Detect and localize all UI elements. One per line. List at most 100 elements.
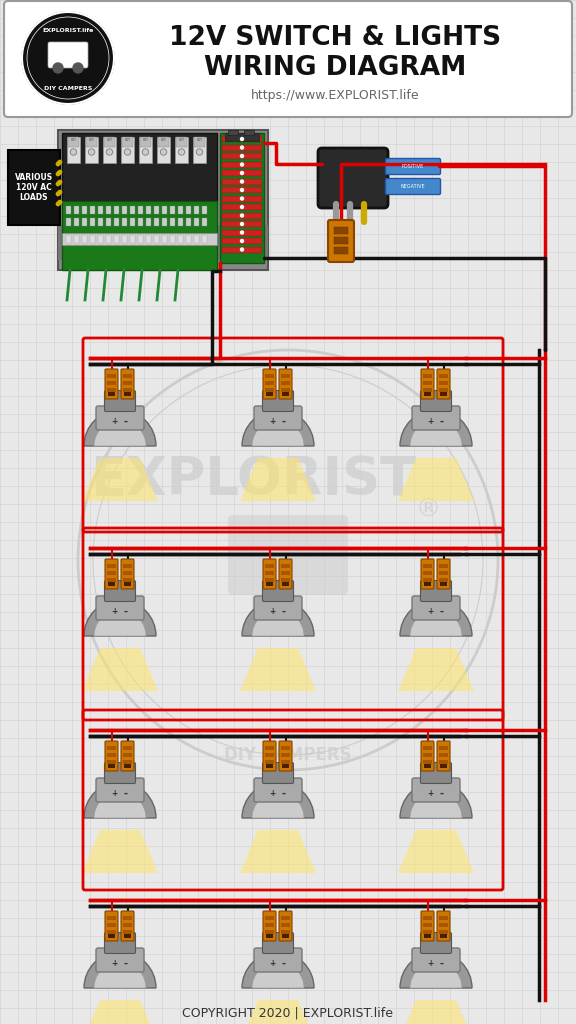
Bar — [175, 137, 188, 163]
Circle shape — [241, 163, 244, 166]
Bar — [228, 130, 238, 135]
Text: ®: ® — [415, 498, 441, 522]
Bar — [266, 392, 273, 396]
Circle shape — [241, 146, 244, 150]
Text: +: + — [269, 607, 275, 616]
Circle shape — [142, 150, 149, 155]
FancyBboxPatch shape — [421, 369, 434, 399]
Bar — [202, 234, 207, 243]
Circle shape — [161, 150, 166, 155]
Bar — [74, 234, 79, 243]
Text: OUT: OUT — [124, 138, 130, 142]
Wedge shape — [242, 782, 314, 818]
Wedge shape — [252, 962, 304, 988]
Text: -: - — [282, 790, 286, 799]
FancyBboxPatch shape — [279, 911, 292, 941]
Bar — [281, 578, 290, 582]
Circle shape — [107, 150, 112, 155]
FancyBboxPatch shape — [385, 178, 441, 195]
Circle shape — [89, 150, 94, 155]
Bar — [265, 564, 274, 568]
Bar — [265, 374, 274, 378]
Bar — [439, 388, 448, 392]
FancyBboxPatch shape — [263, 741, 276, 771]
FancyBboxPatch shape — [121, 369, 134, 399]
Bar — [178, 218, 183, 226]
Bar — [281, 564, 290, 568]
Bar — [423, 381, 432, 385]
Circle shape — [22, 12, 114, 104]
Circle shape — [198, 150, 202, 154]
Polygon shape — [398, 648, 474, 691]
Bar — [146, 206, 151, 214]
Wedge shape — [94, 420, 146, 446]
Bar — [423, 746, 432, 750]
Circle shape — [241, 231, 244, 234]
Bar — [66, 234, 71, 243]
FancyBboxPatch shape — [121, 559, 134, 589]
Bar — [265, 571, 274, 575]
Circle shape — [241, 206, 244, 209]
Bar — [121, 137, 134, 163]
FancyBboxPatch shape — [254, 948, 302, 972]
Circle shape — [241, 188, 244, 191]
Bar — [439, 923, 448, 927]
Bar — [130, 206, 135, 214]
Circle shape — [241, 171, 244, 174]
Text: +: + — [111, 418, 117, 427]
Bar — [124, 764, 131, 768]
Text: +: + — [111, 959, 117, 969]
Bar — [123, 746, 132, 750]
FancyBboxPatch shape — [420, 763, 452, 783]
Text: +: + — [111, 607, 117, 616]
Bar — [154, 234, 159, 243]
Wedge shape — [94, 792, 146, 818]
Bar — [122, 206, 127, 214]
Text: -: - — [124, 959, 128, 969]
FancyBboxPatch shape — [104, 390, 135, 412]
Bar — [265, 381, 274, 385]
FancyBboxPatch shape — [421, 559, 434, 589]
FancyBboxPatch shape — [420, 390, 452, 412]
Bar — [225, 133, 259, 141]
FancyBboxPatch shape — [121, 741, 134, 771]
Wedge shape — [252, 420, 304, 446]
Bar — [98, 206, 103, 214]
Bar — [108, 764, 115, 768]
Bar — [107, 374, 116, 378]
Bar — [202, 206, 207, 214]
FancyBboxPatch shape — [420, 581, 452, 601]
Text: OUT: OUT — [107, 138, 112, 142]
Bar — [222, 238, 262, 244]
Bar — [423, 923, 432, 927]
Circle shape — [196, 150, 203, 155]
FancyBboxPatch shape — [105, 911, 118, 941]
Wedge shape — [400, 410, 472, 446]
Bar — [178, 206, 183, 214]
Bar — [439, 571, 448, 575]
Bar — [265, 760, 274, 764]
Bar — [222, 136, 262, 142]
Wedge shape — [94, 610, 146, 636]
Polygon shape — [82, 648, 158, 691]
Bar — [62, 201, 217, 270]
Bar — [107, 388, 116, 392]
Circle shape — [89, 150, 93, 154]
Bar — [106, 206, 111, 214]
Bar — [138, 234, 143, 243]
Circle shape — [108, 150, 112, 154]
Bar — [265, 923, 274, 927]
Bar — [439, 374, 448, 378]
Polygon shape — [398, 830, 474, 873]
Bar — [107, 753, 116, 757]
Bar — [334, 227, 348, 234]
Bar — [186, 218, 191, 226]
Bar — [123, 916, 132, 920]
Wedge shape — [410, 420, 462, 446]
FancyBboxPatch shape — [420, 933, 452, 953]
Bar — [107, 578, 116, 582]
Circle shape — [143, 150, 147, 154]
Bar — [186, 206, 191, 214]
Bar — [108, 582, 115, 586]
Bar — [58, 225, 268, 260]
